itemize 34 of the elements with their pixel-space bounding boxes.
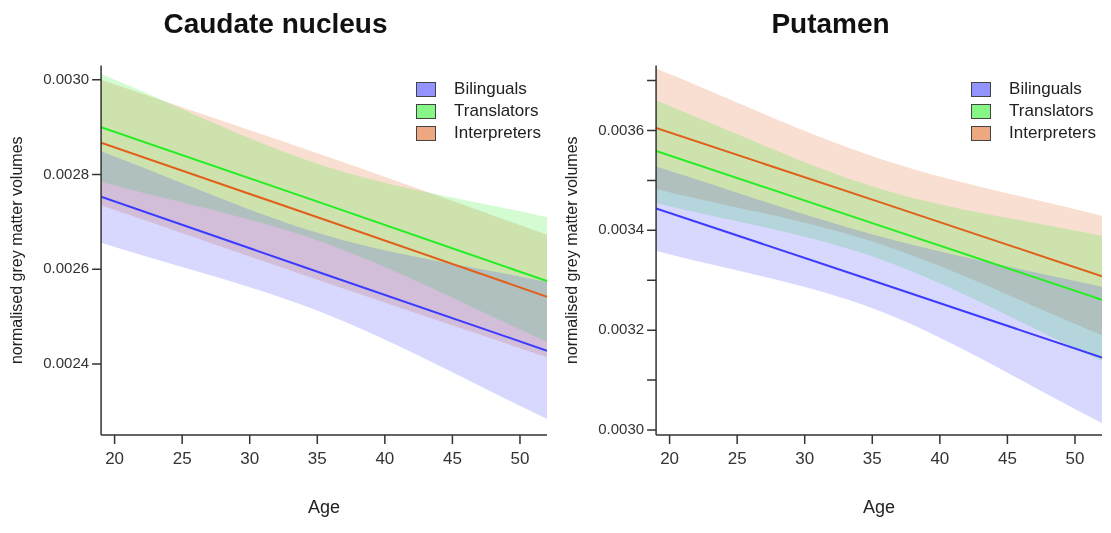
legend-label: Translators: [454, 100, 539, 122]
y-tick-label: 0.0024: [43, 354, 90, 372]
x-tick-label: 50: [510, 448, 530, 468]
y-tick-label: 0.0026: [43, 259, 90, 277]
x-tick-label: 50: [1065, 448, 1085, 468]
chart-title: Caudate nucleus: [163, 7, 388, 39]
x-tick-label: 45: [442, 448, 462, 468]
legend-label: Bilinguals: [454, 78, 527, 100]
x-tick-label: 35: [307, 448, 327, 468]
y-tick-label: 0.0032: [598, 320, 645, 338]
y-axis-title: normalised grey matter volumes: [563, 136, 581, 365]
x-axis-title: Age: [863, 497, 896, 518]
x-tick-label: 35: [862, 448, 882, 468]
x-axis-title: Age: [308, 497, 341, 518]
x-tick-label: 25: [172, 448, 192, 468]
x-tick-label: 40: [375, 448, 395, 468]
y-tick-label: 0.0030: [43, 69, 90, 87]
y-axis-title: normalised grey matter volumes: [8, 136, 26, 365]
x-tick-label: 20: [660, 448, 680, 468]
y-tick-label: 0.0034: [598, 220, 645, 238]
x-tick-label: 40: [930, 448, 950, 468]
y-tick-label: 0.0036: [598, 120, 645, 138]
legend-label: Interpreters: [454, 122, 541, 144]
legend-label: Interpreters: [1009, 122, 1096, 144]
x-tick-label: 45: [997, 448, 1017, 468]
legend-label: Translators: [1009, 100, 1094, 122]
legend-label: Bilinguals: [1009, 78, 1082, 100]
chart-title: Putamen: [771, 7, 890, 39]
x-tick-label: 30: [240, 448, 260, 468]
y-tick-label: 0.0028: [43, 164, 90, 182]
x-tick-label: 30: [795, 448, 815, 468]
y-tick-label: 0.0030: [598, 420, 645, 438]
x-tick-label: 25: [727, 448, 747, 468]
x-tick-label: 20: [105, 448, 125, 468]
